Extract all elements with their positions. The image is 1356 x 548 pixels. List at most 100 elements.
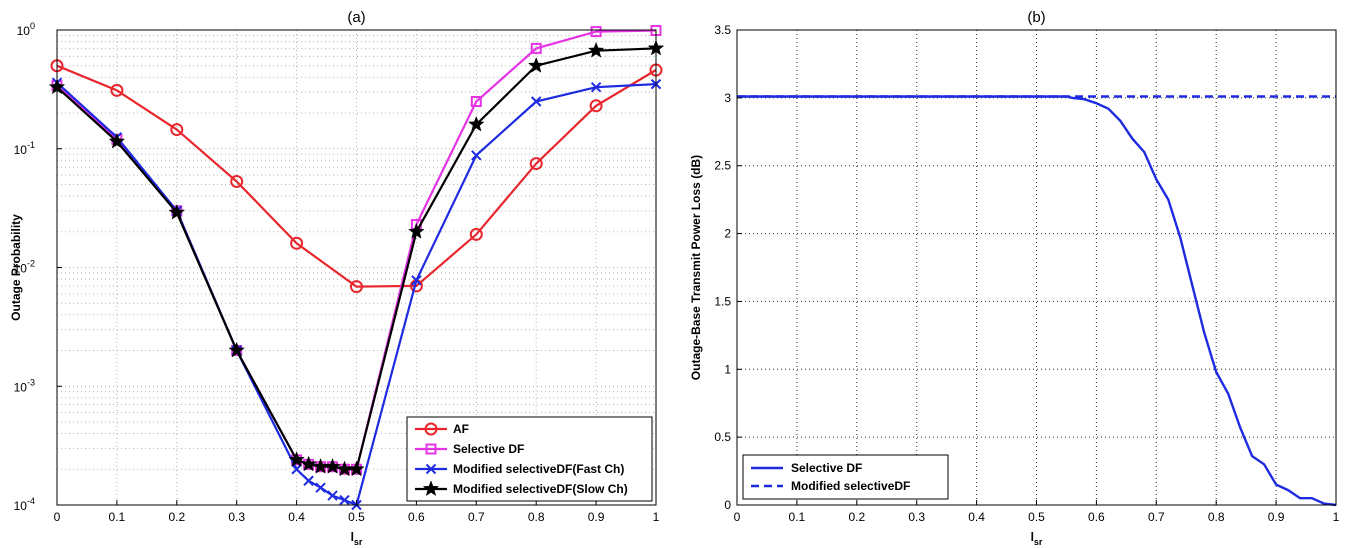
x-tick-label: 0.5 [348, 510, 365, 524]
y-axis-label-a: Outage Probability [9, 214, 23, 321]
y-tick-label: 10-4 [14, 496, 35, 513]
x-tick-label: 0.9 [588, 510, 605, 524]
y-tick-base: 10 [14, 143, 28, 157]
data-point-5 [300, 455, 317, 472]
chart-panel-a: 0 0.1 0.2 0.3 0.4 0.5 0.6 0.7 0.8 0.9 110-410-310-… [9, 9, 665, 547]
y-tick-label: 3 [724, 91, 731, 105]
data-point-legend [424, 422, 438, 436]
data-point-6 [315, 482, 326, 493]
data-point-4 [290, 236, 304, 250]
x-axis-label-a: lsr [351, 530, 363, 547]
chart-panel-b: 0 0.1 0.2 0.3 0.4 0.5 0.6 0.7 0.8 0.9 1 0 0.5 1 1.5 2 2.… [689, 9, 1340, 547]
x-tick-label: 0 [734, 510, 741, 524]
y-tick-label: 1 [724, 362, 731, 376]
y-tick-label: 100 [17, 21, 35, 38]
series-selective-df [737, 95, 1337, 507]
y-tick-base: 10 [17, 24, 31, 38]
data-point-3 [230, 174, 244, 188]
x-tick-label: 0.8 [528, 510, 545, 524]
x-axis-label-b: lsr [1031, 530, 1043, 547]
data-point-legend [425, 463, 437, 475]
x-axis-label-sub-b: sr [1034, 537, 1043, 547]
y-tick-exponent: 0 [30, 21, 35, 31]
x-tick-label: 0.9 [1268, 510, 1285, 524]
x-axis-label-main-a: l [351, 530, 354, 544]
x-tick-label: 0.5 [1028, 510, 1045, 524]
data-point-legend [422, 480, 440, 497]
x-tick-label: 0.2 [848, 510, 865, 524]
data-point-10 [408, 223, 425, 239]
data-point-5 [350, 280, 363, 294]
data-point-3 [228, 341, 245, 358]
chart-title-b: (b) [1027, 9, 1045, 26]
data-point-11 [470, 95, 482, 107]
x-tick-label: 0.4 [288, 510, 305, 524]
ticks-a: 0 0.1 0.2 0.3 0.4 0.5 0.6 0.7 0.8 0.9 110-410-310-… [14, 21, 660, 524]
legend-entry: Modified selectiveDF [751, 479, 910, 493]
x-tick-label: 0.4 [968, 510, 985, 524]
legend-label: Selective DF [791, 461, 862, 475]
x-tick-label: 1 [1333, 510, 1340, 524]
legend-entry: Selective DF [751, 461, 862, 475]
ticks-b: 0 0.1 0.2 0.3 0.4 0.5 0.6 0.7 0.8 0.9 1 0 0.5 1 1.5 2 2.… [714, 23, 1339, 524]
legend-entry: AF [415, 422, 469, 436]
legend-label: Selective DF [453, 442, 524, 456]
x-tick-label: 1 [653, 510, 660, 524]
legend-entry: Modified selectiveDF(Fast Ch) [415, 462, 624, 476]
data-point-4 [288, 451, 305, 467]
data-point-7 [327, 490, 338, 501]
data-point-5 [303, 475, 314, 486]
x-tick-label: 0.8 [1208, 510, 1225, 524]
data-point-13 [587, 41, 605, 58]
data-point-13 [590, 81, 602, 93]
y-tick-label: 10-3 [14, 377, 35, 394]
data-point-11 [471, 150, 482, 161]
x-axis-label-sub-a: sr [354, 537, 363, 547]
data-point-8 [339, 494, 350, 506]
y-tick-label: 0 [724, 498, 731, 512]
x-tick-label: 0.2 [168, 510, 185, 524]
x-tick-label: 0.7 [1148, 510, 1165, 524]
data-point-7 [469, 227, 483, 241]
legend-box [406, 416, 653, 502]
data-point-12 [530, 96, 542, 107]
data-point-11 [468, 115, 485, 132]
y-tick-base: 10 [14, 380, 28, 394]
data-point-13 [590, 26, 602, 38]
data-point-4 [291, 464, 302, 475]
data-point-12 [530, 42, 542, 54]
y-tick-exponent: -4 [27, 496, 35, 506]
y-axis-label-b: Outage-Base Transmit Power Loss (dB) [689, 155, 703, 380]
plot-area-b [737, 30, 1336, 505]
legend-entry: Modified selectiveDF(Slow Ch) [415, 480, 628, 497]
x-tick-label: 0.6 [408, 510, 425, 524]
data-point-1 [110, 83, 124, 97]
y-tick-exponent: -1 [27, 140, 35, 150]
legend-box [742, 454, 949, 500]
data-point-7 [324, 458, 341, 474]
series-line [56, 64, 657, 288]
y-tick-label: 2 [724, 227, 731, 241]
x-tick-label: 0.3 [228, 510, 245, 524]
x-tick-label: 0.7 [468, 510, 485, 524]
x-tick-label: 0 [54, 510, 61, 524]
data-point-9 [589, 99, 603, 113]
data-point-8 [529, 157, 543, 171]
data-point-2 [170, 123, 184, 137]
y-tick-label: 2.5 [714, 159, 731, 173]
y-tick-label: 1.5 [714, 294, 731, 308]
data-point-legend [425, 443, 437, 455]
legend-label: Modified selectiveDF(Slow Ch) [453, 482, 628, 496]
x-tick-label: 0.6 [1088, 510, 1105, 524]
x-tick-label: 0.1 [109, 510, 126, 524]
legend-label: AF [453, 422, 469, 436]
y-tick-base: 10 [14, 262, 28, 276]
legend-label: Modified selectiveDF [791, 479, 910, 493]
series-group-b [737, 95, 1337, 507]
y-tick-label: 3.5 [714, 23, 731, 37]
legend-b: Selective DF Modified selectiveDF [742, 454, 949, 500]
legend-entry: Selective DF [415, 442, 524, 456]
data-point-2 [168, 203, 186, 220]
chart-title-a: (a) [347, 9, 365, 26]
